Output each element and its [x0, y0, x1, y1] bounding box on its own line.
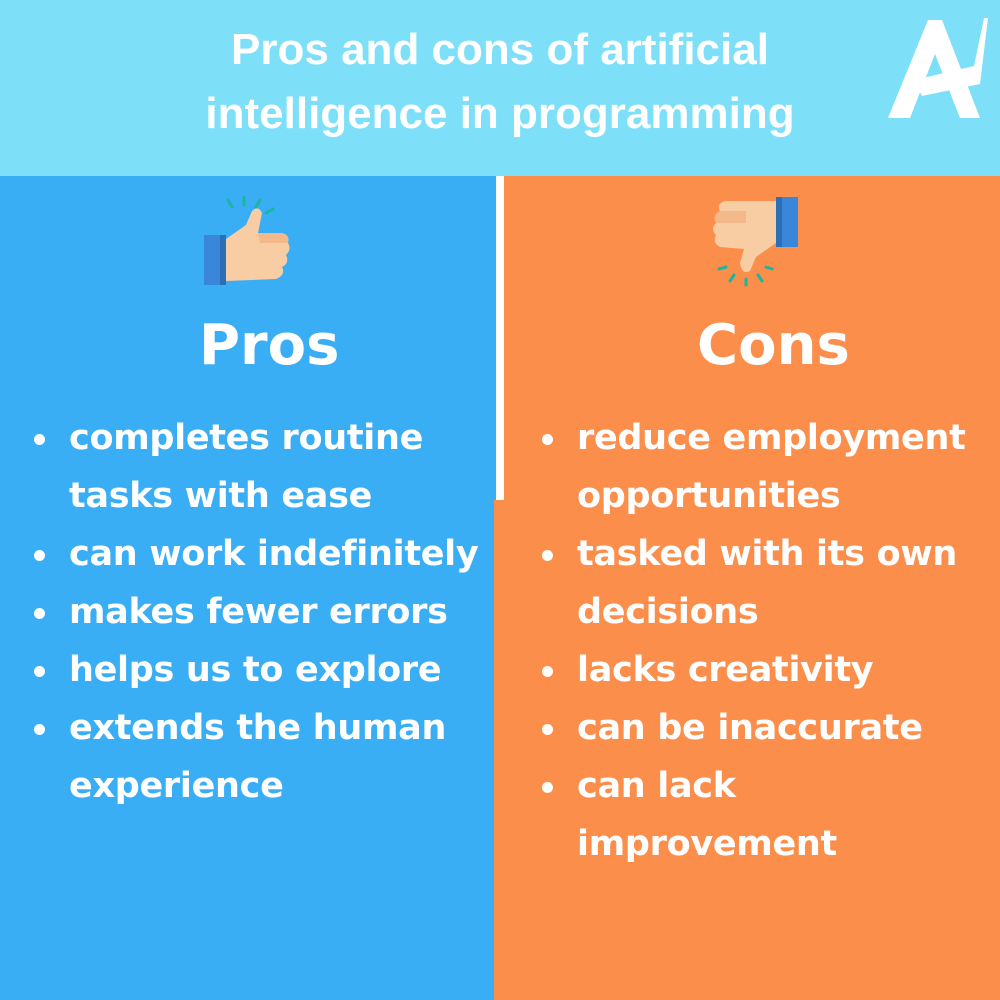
thumbs-down-icon: [713, 197, 798, 287]
cons-panel: [504, 176, 1000, 1000]
pros-item-text: can work indefinitely: [69, 534, 479, 574]
title-banner: Pros and cons of artificial intelligence…: [0, 0, 1000, 176]
cons-item-text: opportunities: [577, 476, 841, 516]
pros-item-text: experience: [69, 766, 284, 806]
thumbs-up-icon: [204, 195, 290, 285]
pros-item-text: helps us to explore: [69, 650, 442, 690]
pros-heading: Pros: [199, 313, 340, 378]
pros-item: makes fewer errors: [31, 583, 493, 641]
pros-item-text: tasks with ease: [69, 476, 373, 516]
cons-item-text: reduce employment: [577, 418, 966, 458]
cons-item: tasked with its own decisions: [539, 525, 997, 641]
pros-item: extends the human experience: [31, 699, 493, 815]
cons-item-text: tasked with its own: [577, 534, 958, 574]
pros-item: helps us to explore: [31, 641, 493, 699]
pros-item-text: completes routine: [69, 418, 424, 458]
cons-item: reduce employment opportunities: [539, 409, 997, 525]
page-title: Pros and cons of artificial intelligence…: [0, 18, 1000, 146]
cons-heading: Cons: [697, 313, 850, 378]
title-line: Pros and cons of artificial: [231, 25, 769, 74]
a-logo-icon: [888, 18, 988, 118]
cons-item-text: can lack: [577, 766, 736, 806]
pros-item: completes routine tasks with ease: [31, 409, 493, 525]
cons-item-text: improvement: [577, 824, 837, 864]
cons-item: lacks creativity: [539, 641, 997, 699]
pros-item-text: extends the human: [69, 708, 447, 748]
cons-panel-edge: [494, 500, 506, 1000]
title-line: intelligence in programming: [205, 89, 795, 138]
pros-list: completes routine tasks with ease can wo…: [31, 409, 493, 815]
pros-panel: [0, 176, 496, 1000]
cons-item: can lack improvement: [539, 757, 997, 873]
cons-item: can be inaccurate: [539, 699, 997, 757]
pros-item: can work indefinitely: [31, 525, 493, 583]
cons-item-text: can be inaccurate: [577, 708, 923, 748]
cons-list: reduce employment opportunities tasked w…: [539, 409, 997, 873]
cons-item-text: decisions: [577, 592, 759, 632]
cons-item-text: lacks creativity: [577, 650, 874, 690]
pros-item-text: makes fewer errors: [69, 592, 448, 632]
